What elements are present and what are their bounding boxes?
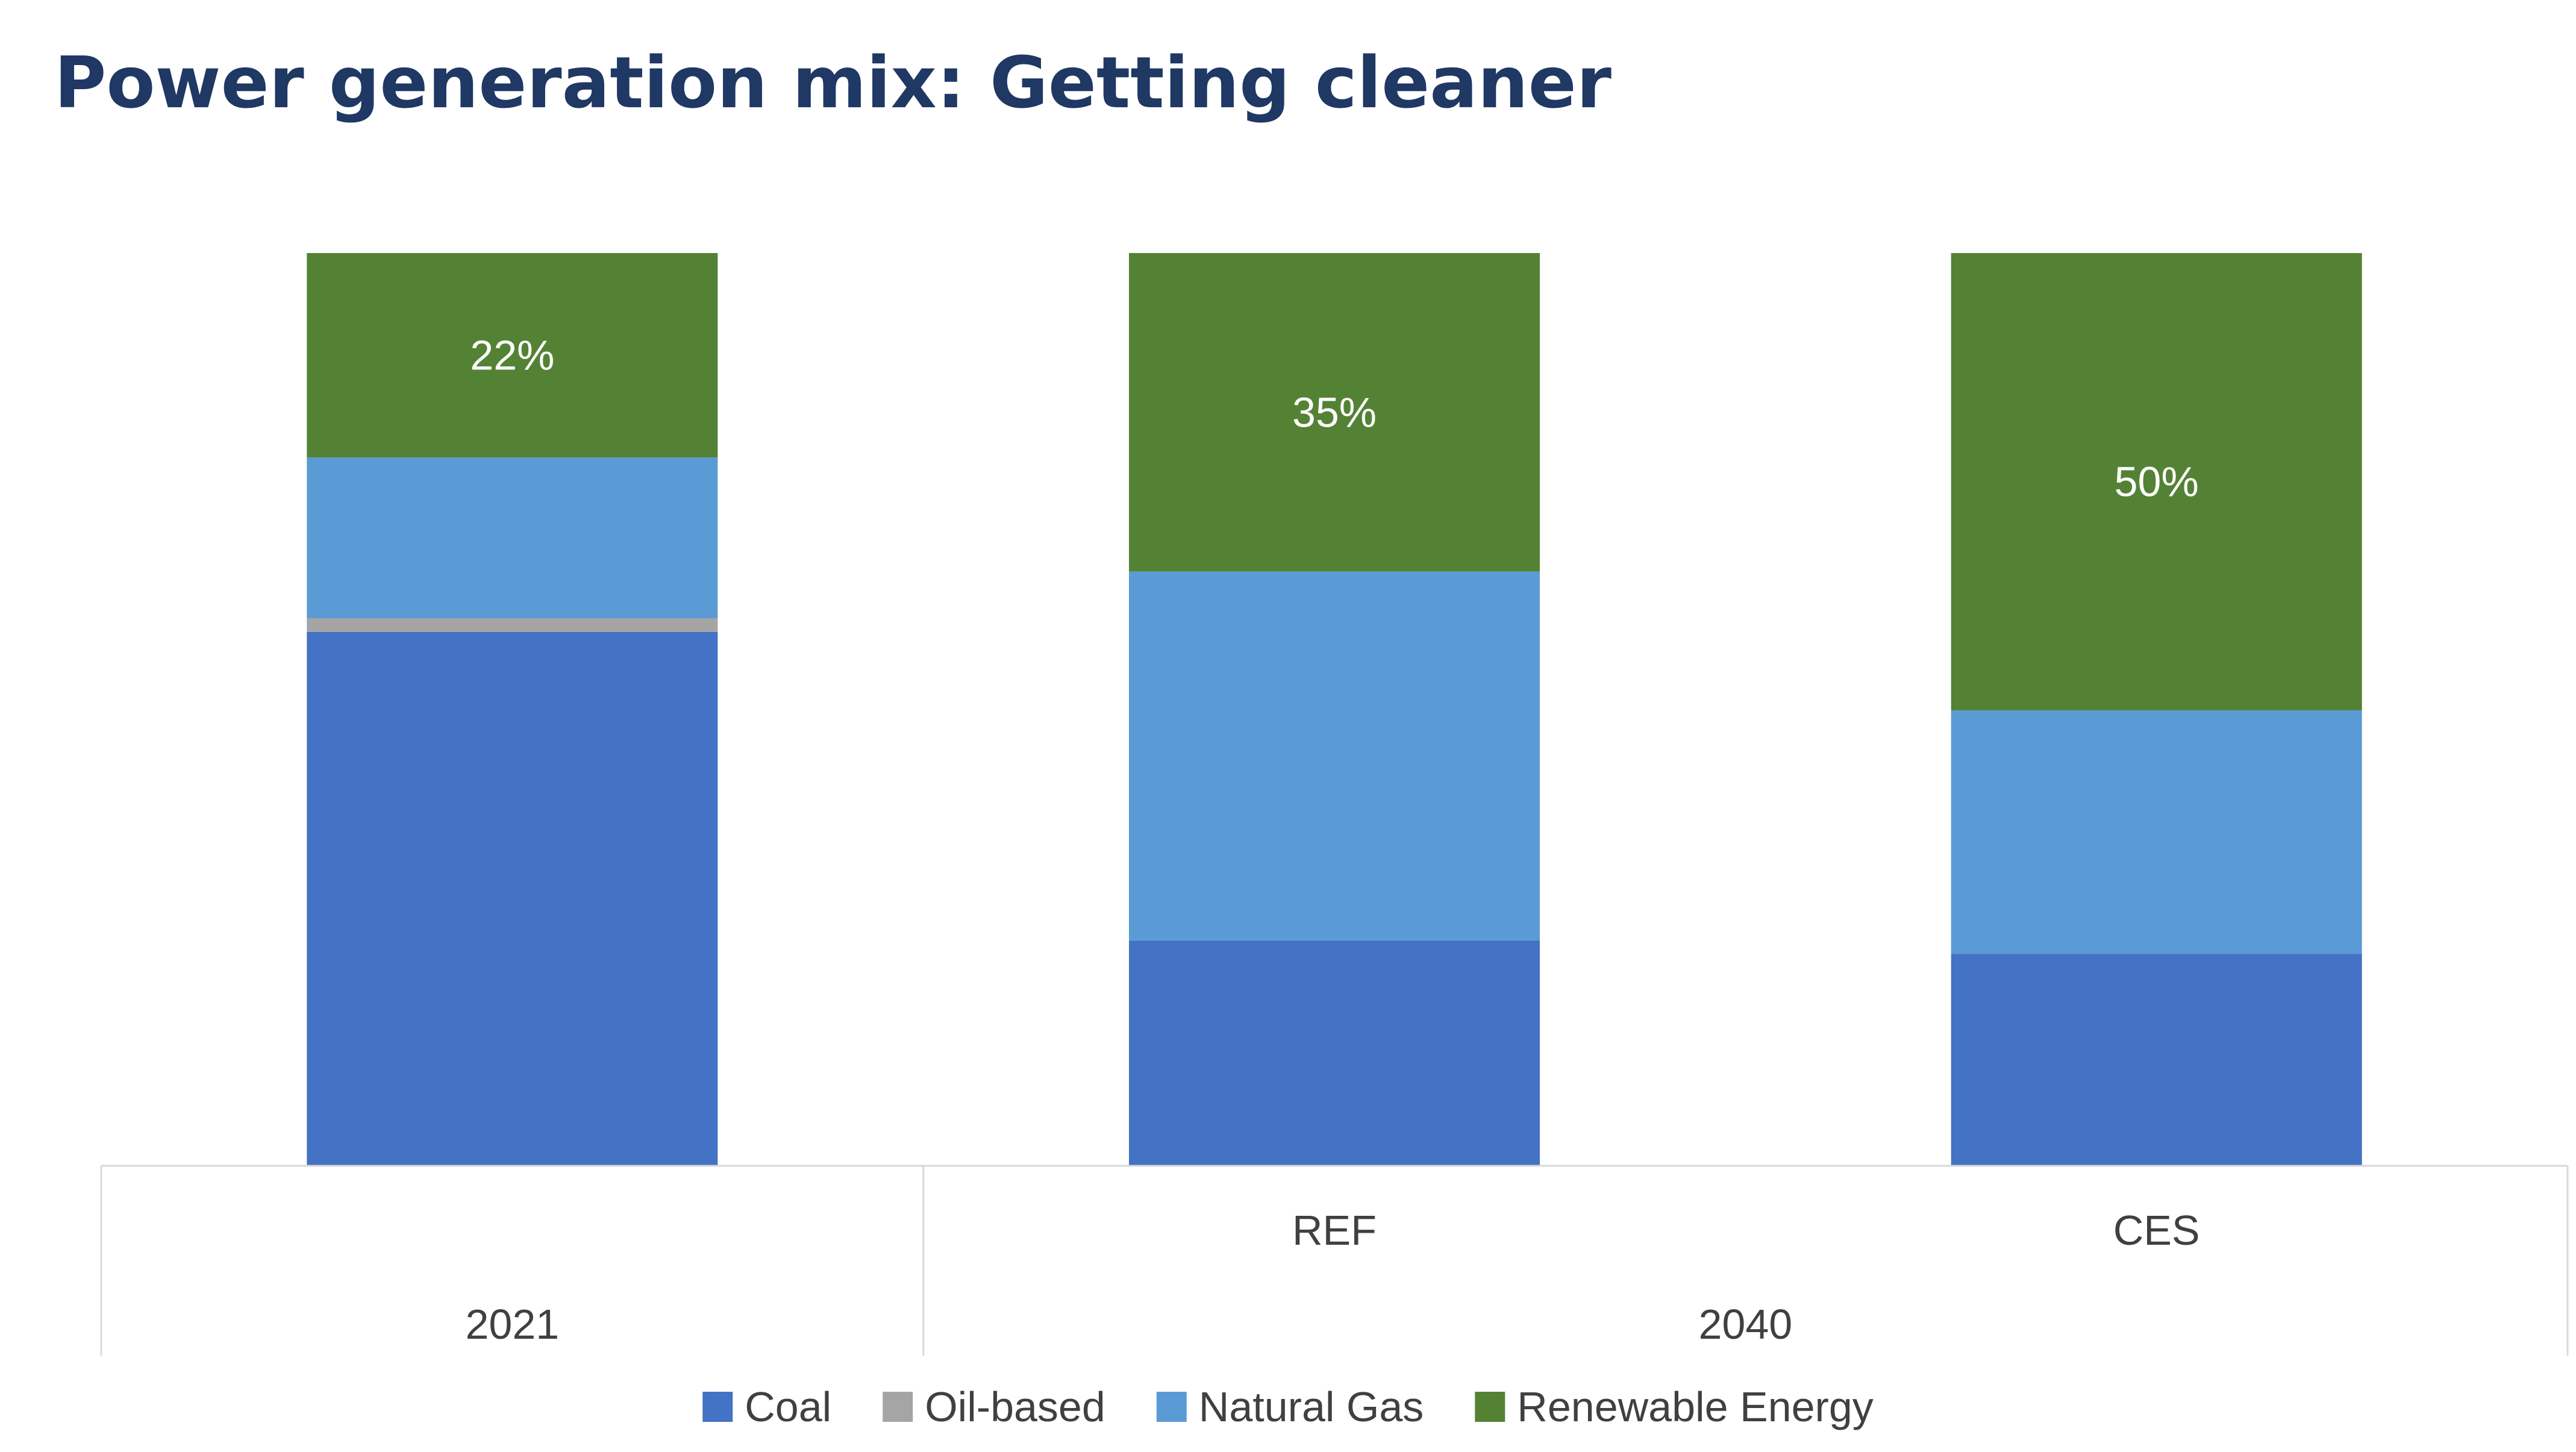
legend-swatch-renewable-energy xyxy=(1475,1392,1505,1422)
chart-title: Power generation mix: Getting cleaner xyxy=(54,41,1612,124)
data-label-renewable-energy-2021: 22% xyxy=(470,332,554,379)
legend-label-renewable-energy: Renewable Energy xyxy=(1517,1383,1873,1430)
bar-oil-based-2021 xyxy=(307,618,718,632)
bars-layer xyxy=(307,253,2362,1166)
legend-label-oil-based: Oil-based xyxy=(925,1383,1105,1430)
bar-coal-ref xyxy=(1129,940,1540,1166)
bar-natural-gas-ref xyxy=(1129,571,1540,940)
data-labels-layer: 22% 35% 50% xyxy=(470,332,2198,505)
bar-coal-2021 xyxy=(307,631,718,1166)
bar-renewable-energy-2021 xyxy=(307,253,718,458)
bar-natural-gas-ces xyxy=(1951,710,2362,954)
bar-renewable-energy-ref xyxy=(1129,253,1540,572)
legend-swatch-natural-gas xyxy=(1156,1392,1187,1422)
bar-coal-ces xyxy=(1951,954,2362,1166)
category-axis: 2021 REF CES 2040 xyxy=(100,1165,2569,1356)
group-label-2040: 2040 xyxy=(1698,1301,1792,1348)
legend-label-natural-gas: Natural Gas xyxy=(1199,1383,1424,1430)
data-label-renewable-energy-ces: 50% xyxy=(2115,458,2199,505)
legend-swatch-coal xyxy=(702,1392,733,1422)
bar-renewable-energy-ces xyxy=(1951,253,2362,711)
legend-label-coal: Coal xyxy=(745,1383,831,1430)
data-label-renewable-energy-ref: 35% xyxy=(1292,389,1377,436)
legend: Coal Oil-based Natural Gas Renewable Energy xyxy=(702,1383,1874,1430)
legend-swatch-oil-based xyxy=(883,1392,913,1422)
bar-natural-gas-2021 xyxy=(307,457,718,618)
group-label-2021: 2021 xyxy=(465,1301,559,1348)
tick-label-ces: CES xyxy=(2113,1207,2200,1254)
tick-label-ref: REF xyxy=(1292,1207,1377,1254)
